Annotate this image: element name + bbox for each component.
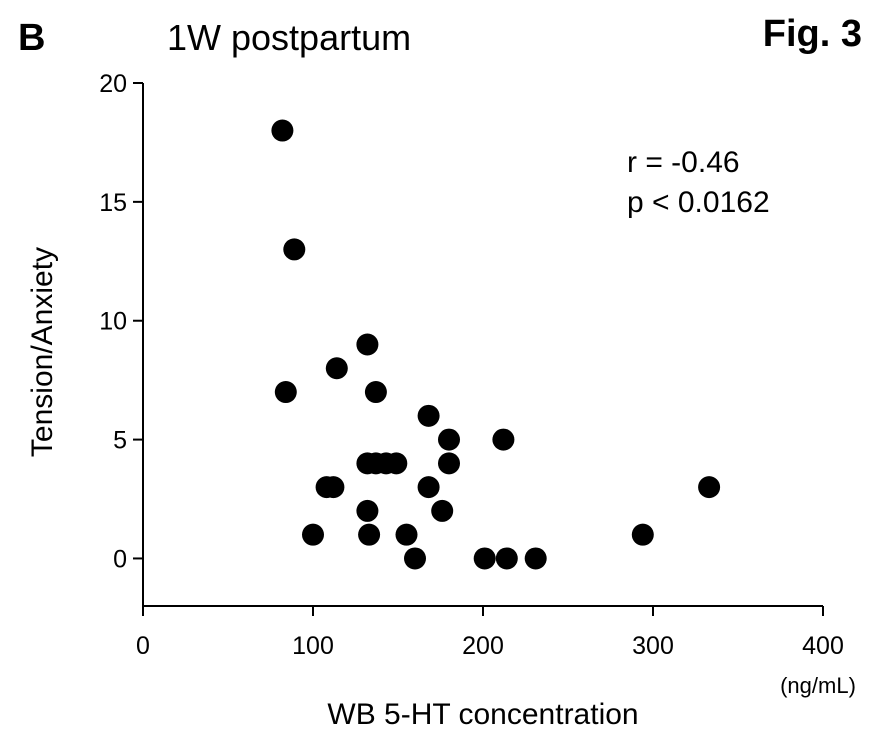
panel-letter: B bbox=[18, 17, 45, 59]
data-point bbox=[495, 547, 518, 570]
data-point bbox=[325, 357, 348, 380]
p-value: p < 0.0162 bbox=[627, 186, 770, 219]
y-tick-label: 0 bbox=[113, 545, 127, 573]
data-point bbox=[438, 452, 460, 475]
data-point bbox=[473, 547, 496, 570]
x-axis-label: WB 5-HT concentration bbox=[327, 698, 638, 731]
data-point bbox=[524, 547, 547, 570]
y-tick-label: 5 bbox=[113, 427, 127, 455]
x-tick-label: 400 bbox=[802, 632, 844, 660]
y-tick-label: 10 bbox=[99, 308, 127, 336]
x-tick-label: 300 bbox=[632, 632, 674, 660]
correlation-coefficient: r = -0.46 bbox=[627, 146, 740, 179]
data-point bbox=[698, 476, 721, 499]
data-point bbox=[417, 404, 440, 427]
data-point bbox=[283, 238, 306, 261]
data-point bbox=[356, 333, 379, 356]
data-point bbox=[274, 381, 297, 404]
y-tick-label: 20 bbox=[99, 70, 127, 98]
figure-label: Fig. 3 bbox=[763, 13, 862, 55]
x-tick-label: 0 bbox=[136, 632, 150, 660]
data-point bbox=[302, 523, 324, 546]
data-point bbox=[431, 499, 454, 522]
chart-title: 1W postpartum bbox=[167, 17, 411, 58]
data-points bbox=[271, 119, 721, 570]
data-point bbox=[404, 547, 426, 570]
y-tick-label: 15 bbox=[99, 189, 127, 217]
x-axis-unit: (ng/mL) bbox=[780, 673, 856, 698]
data-point bbox=[385, 452, 408, 475]
data-point bbox=[271, 119, 294, 142]
data-point bbox=[492, 428, 515, 451]
y-axis-label: Tension/Anxiety bbox=[26, 247, 59, 457]
y-axis-ticks: 0 5 10 15 20 bbox=[99, 70, 143, 573]
x-tick-label: 100 bbox=[292, 632, 334, 660]
data-point bbox=[417, 476, 440, 499]
data-point bbox=[395, 523, 418, 546]
data-point bbox=[631, 523, 654, 546]
data-point bbox=[358, 523, 381, 546]
data-point bbox=[438, 428, 460, 451]
x-axis-ticks: 0 100 200 300 400 bbox=[136, 606, 844, 660]
data-point bbox=[356, 499, 379, 522]
data-point bbox=[364, 381, 387, 404]
x-tick-label: 200 bbox=[462, 632, 504, 660]
data-point bbox=[322, 476, 345, 499]
